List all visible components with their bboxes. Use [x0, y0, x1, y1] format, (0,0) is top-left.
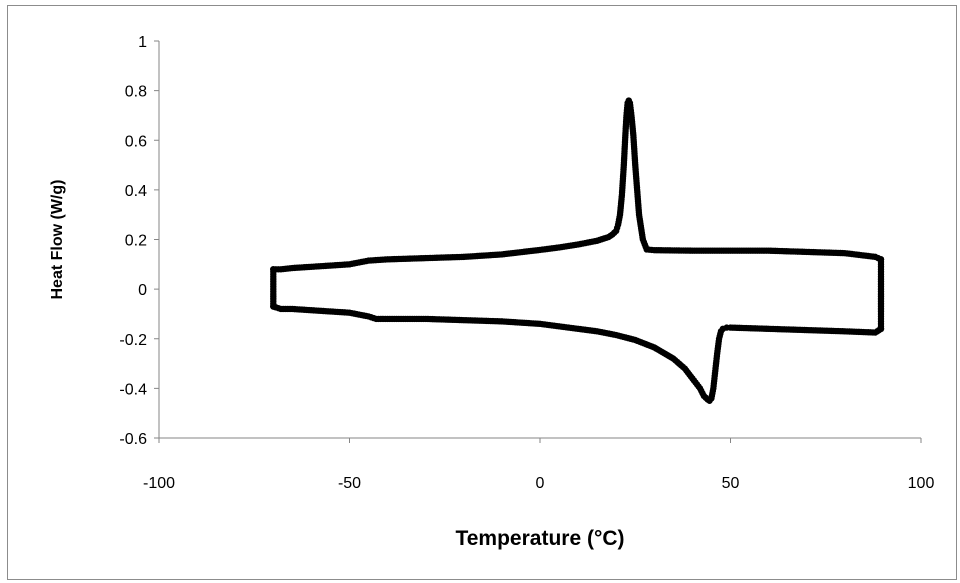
- axes: [158, 41, 921, 439]
- y-tick-label: 0: [138, 282, 147, 299]
- x-axis-title: Temperature (°C): [455, 527, 624, 550]
- y-axis-title: Heat Flow (W/g): [49, 180, 66, 300]
- y-tick-label: 0.8: [125, 84, 147, 101]
- y-ticks: -0.6 -0.4 -0.2 0 0.2 0.4 0.6 0.8 1: [119, 34, 159, 448]
- x-tick-label: -100: [143, 475, 175, 492]
- data-points: [270, 97, 885, 404]
- data-point: [877, 256, 885, 263]
- y-tick-label: -0.4: [119, 381, 147, 398]
- x-tick-label: 50: [722, 475, 740, 492]
- x-tick-label: -50: [338, 475, 361, 492]
- x-tick-label: 0: [536, 475, 545, 492]
- y-tick-label: 0.4: [125, 183, 147, 200]
- y-tick-label: -0.2: [119, 332, 147, 349]
- y-tick-label: -0.6: [119, 431, 147, 448]
- y-tick-label: 1: [138, 34, 147, 51]
- chart-frame: [7, 5, 957, 580]
- y-tick-label: 0.2: [125, 233, 147, 250]
- x-tick-label: 100: [908, 475, 935, 492]
- x-ticks: -100 -50 0 50 100: [143, 438, 934, 492]
- y-tick-label: 0.6: [125, 133, 147, 150]
